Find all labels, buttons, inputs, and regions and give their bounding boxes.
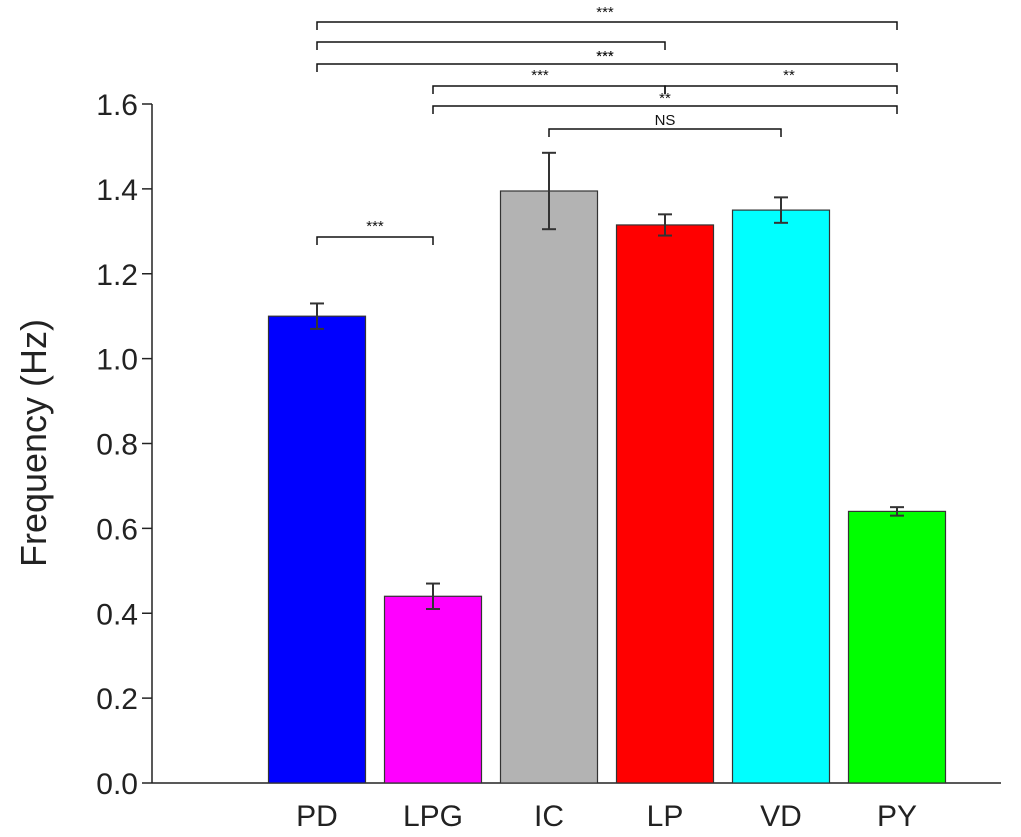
bars bbox=[267, 190, 947, 784]
x-category-label: PD bbox=[296, 800, 338, 833]
significance-label: *** bbox=[596, 48, 614, 65]
significance-bracket bbox=[316, 21, 898, 30]
x-category-label: PY bbox=[877, 800, 917, 833]
y-tick-label: 0.8 bbox=[96, 429, 138, 462]
significance-label: ** bbox=[659, 90, 671, 107]
x-category-label: LP bbox=[647, 800, 684, 833]
bar-lp bbox=[615, 224, 715, 784]
significance-bracket bbox=[432, 85, 666, 94]
x-category-label: VD bbox=[760, 800, 802, 833]
y-tick-label: 1.0 bbox=[96, 344, 138, 377]
significance-brackets: ************ ****NS*** bbox=[316, 4, 898, 245]
y-axis-title: Frequency (Hz) bbox=[13, 319, 54, 567]
significance-bracket bbox=[548, 128, 782, 137]
x-category-label: IC bbox=[534, 800, 564, 833]
y-tick-label: 0.2 bbox=[96, 683, 138, 716]
significance-bracket bbox=[432, 105, 898, 114]
x-category-label: LPG bbox=[403, 800, 463, 833]
y-tick-label: 0.4 bbox=[96, 598, 138, 631]
significance-label: *** bbox=[596, 48, 614, 65]
significance-bracket bbox=[316, 236, 434, 245]
significance-label: *** bbox=[531, 67, 549, 84]
bar-lpg bbox=[383, 595, 483, 784]
bar-py bbox=[847, 510, 947, 784]
error-bars bbox=[310, 151, 904, 611]
significance-bracket bbox=[664, 85, 898, 94]
bar-ic bbox=[499, 190, 599, 784]
bar-pd bbox=[267, 315, 367, 784]
x-axis: PD LPG IC LP VD PY bbox=[152, 782, 1001, 833]
y-tick-label: 1.4 bbox=[96, 174, 138, 207]
significance-label: NS bbox=[655, 112, 676, 129]
significance-label: *** bbox=[596, 4, 614, 21]
y-tick-label: 1.6 bbox=[96, 89, 138, 122]
bar-vd bbox=[731, 209, 831, 784]
significance-bracket bbox=[316, 41, 666, 50]
y-tick-label: 0.0 bbox=[96, 768, 138, 801]
significance-label: ** bbox=[783, 67, 795, 84]
y-tick-label: 0.6 bbox=[96, 513, 138, 546]
significance-label: *** bbox=[366, 218, 384, 235]
y-tick-label: 1.2 bbox=[96, 259, 138, 292]
y-axis: 0.0 0.2 0.4 0.6 0.8 1.0 1.2 1.4 1.6 bbox=[96, 89, 153, 801]
significance-bracket bbox=[316, 63, 898, 72]
